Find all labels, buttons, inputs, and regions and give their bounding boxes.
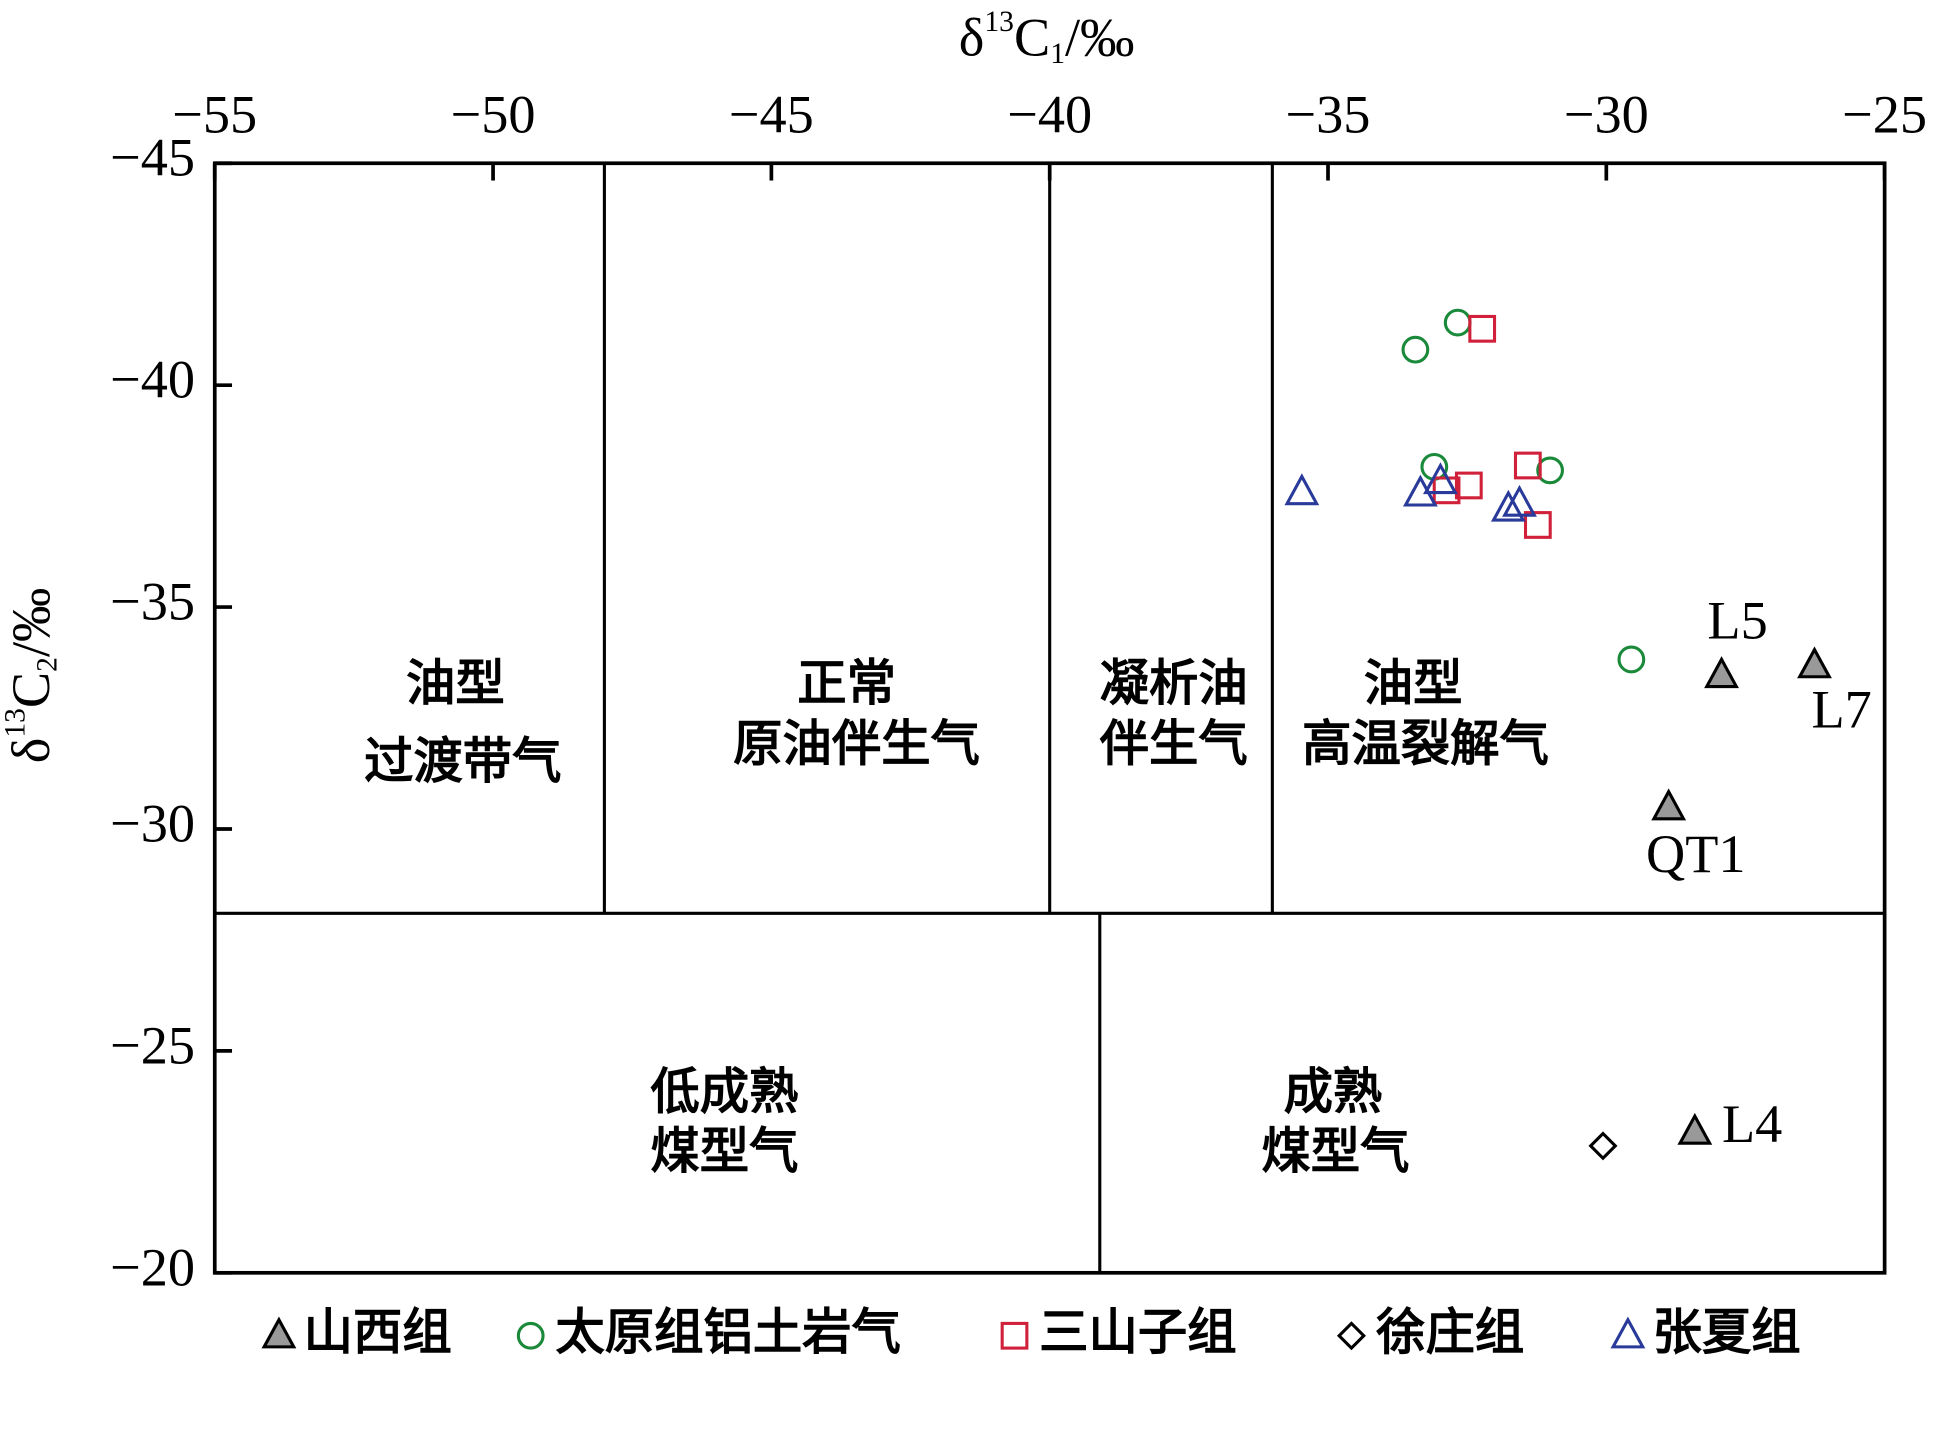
- point: [1513, 451, 1542, 480]
- legend-label: 三山子组: [1039, 1303, 1236, 1361]
- x-tick-label: −50: [451, 85, 536, 145]
- point: [1610, 1316, 1646, 1349]
- x-tick-label: −35: [1286, 85, 1371, 145]
- ylabel_parts-part: /‰: [1, 588, 61, 657]
- point: [1284, 473, 1320, 506]
- point: [516, 1321, 545, 1350]
- ylabel_parts-title: δ13C2/‰: [0, 588, 63, 764]
- point: [1588, 1131, 1618, 1161]
- point: [1677, 1112, 1713, 1145]
- region-label: 原油伴生气: [733, 715, 980, 773]
- x-tick-label: −45: [729, 85, 814, 145]
- point: [1000, 1321, 1029, 1350]
- region-label: 低成熟: [650, 1063, 798, 1121]
- y-tick-label: −45: [110, 128, 195, 188]
- region-label: 正常: [797, 654, 896, 712]
- y-tick-label: −40: [110, 350, 195, 410]
- ylabel_parts-part: δ: [1, 738, 61, 764]
- x-tick-label: −25: [1842, 85, 1927, 145]
- legend-label: 山西组: [304, 1303, 452, 1361]
- point: [1617, 645, 1646, 674]
- legend-item: 山西组: [261, 1303, 452, 1361]
- y-tick-label: −20: [110, 1237, 195, 1297]
- ylabel_parts-part: 13: [0, 708, 31, 738]
- legend-item: 徐庄组: [1336, 1303, 1524, 1361]
- point: [1336, 1321, 1366, 1351]
- legend-item: 太原组铝土岩气: [516, 1303, 901, 1361]
- ylabel_parts-part: C: [1, 672, 61, 708]
- region-label: 成熟: [1284, 1063, 1383, 1121]
- legend-label: 张夏组: [1653, 1303, 1801, 1361]
- point: [1502, 484, 1537, 517]
- xlabel_parts-part: 13: [984, 6, 1014, 38]
- legend-item: 三山子组: [1000, 1303, 1237, 1361]
- x-tick-label: −40: [1007, 85, 1092, 145]
- y-tick-label: −35: [110, 572, 195, 632]
- point: [1443, 308, 1472, 337]
- x-tick-label: −30: [1564, 85, 1649, 145]
- x-tick-label: −55: [172, 85, 257, 145]
- point: [1797, 646, 1832, 679]
- point: [1454, 471, 1483, 500]
- point: [1468, 314, 1497, 343]
- legend-item: 张夏组: [1610, 1303, 1801, 1361]
- region-label: 过渡带气: [364, 732, 561, 790]
- point: [1401, 335, 1430, 364]
- point: [1490, 489, 1526, 522]
- region-label: 高温裂解气: [1302, 715, 1549, 773]
- point: [1523, 511, 1552, 539]
- y-tick-label: −25: [110, 1015, 195, 1075]
- region-label: 伴生气: [1099, 715, 1248, 773]
- region-label: 油型: [406, 654, 505, 712]
- point: [1704, 656, 1739, 689]
- point: [1651, 788, 1687, 821]
- xlabel_parts-part: /‰: [1065, 8, 1134, 68]
- point-label: L7: [1811, 679, 1871, 739]
- point: [261, 1316, 297, 1349]
- legend-label: 太原组铝土岩气: [555, 1303, 901, 1361]
- xlabel_parts-part: δ: [959, 8, 985, 68]
- point: [1423, 462, 1458, 495]
- point-label: L5: [1707, 591, 1767, 651]
- region-label: 煤型气: [650, 1122, 798, 1180]
- region-label: 油型: [1364, 654, 1463, 712]
- region-label: 煤型气: [1261, 1122, 1409, 1180]
- point-label: QT1: [1646, 824, 1746, 884]
- xlabel_parts-part: C: [1014, 8, 1050, 68]
- xlabel_parts-part: 1: [1050, 38, 1065, 70]
- region-label: 凝析油: [1100, 654, 1248, 712]
- legend-label: 徐庄组: [1375, 1303, 1524, 1361]
- point: [1536, 456, 1564, 485]
- y-tick-label: −30: [110, 793, 195, 853]
- point-label: L4: [1722, 1094, 1782, 1154]
- ylabel_parts-part: 2: [31, 657, 63, 672]
- xlabel_parts-title: δ13C1/‰: [959, 6, 1135, 70]
